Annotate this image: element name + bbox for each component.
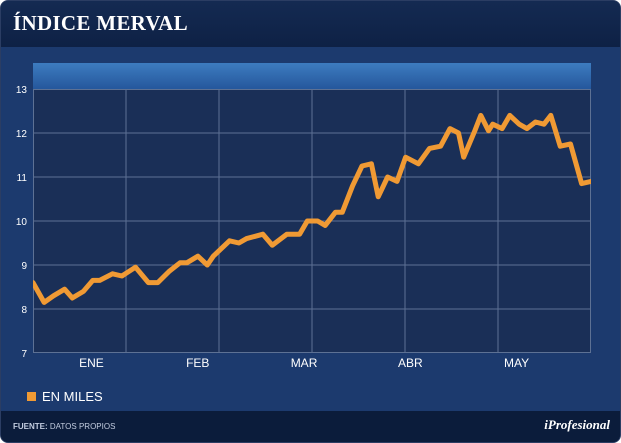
- data-point-17: [206, 263, 209, 267]
- data-point-10: [134, 266, 137, 269]
- legend-label: EN MILES: [42, 389, 103, 404]
- data-point-51: [518, 123, 521, 126]
- data-point-13: [167, 270, 171, 273]
- data-point-14: [178, 261, 182, 264]
- plot-area: [33, 89, 591, 353]
- data-point-8: [111, 272, 114, 275]
- data-point-47: [487, 129, 490, 132]
- data-point-40: [428, 147, 431, 150]
- data-point-35: [377, 195, 380, 198]
- data-point-45: [473, 129, 476, 132]
- chart-header: [1, 1, 620, 47]
- data-point-34: [370, 162, 373, 165]
- source-text: DATOS PROPIOS: [49, 422, 116, 431]
- legend-swatch: [27, 392, 36, 401]
- data-point-56: [559, 145, 562, 148]
- x-tick-label-abr: ABR: [398, 356, 423, 370]
- data-point-44: [462, 156, 465, 159]
- data-point-24: [285, 233, 288, 236]
- data-point-23: [271, 244, 274, 247]
- data-point-46: [479, 114, 482, 117]
- y-tick-label-3: 10: [16, 217, 28, 228]
- data-point-41: [439, 145, 442, 148]
- data-point-32: [351, 184, 354, 187]
- data-point-37: [395, 180, 399, 183]
- data-point-29: [324, 224, 327, 227]
- data-point-50: [508, 114, 512, 117]
- data-point-22: [261, 233, 265, 236]
- data-point-58: [580, 182, 583, 185]
- data-point-16: [196, 255, 200, 258]
- data-point-38: [404, 156, 407, 159]
- data-point-18: [212, 255, 215, 258]
- x-tick-label-may: MAY: [504, 356, 529, 370]
- plot-border: [33, 89, 591, 353]
- y-tick-label-5: 12: [16, 129, 28, 140]
- data-point-20: [237, 241, 241, 245]
- data-point-52: [525, 127, 529, 130]
- data-point-33: [360, 164, 364, 168]
- chart-top-band: [33, 63, 591, 89]
- data-point-27: [306, 219, 309, 223]
- chart-title: ÍNDICE MERVAL: [13, 11, 188, 35]
- x-tick-label-mar: MAR: [291, 356, 318, 370]
- y-tick-label-1: 8: [21, 305, 27, 316]
- series-line: [33, 112, 591, 305]
- data-point-2: [52, 294, 55, 297]
- data-point-21: [245, 237, 248, 240]
- data-point-12: [156, 281, 159, 284]
- data-point-42: [448, 127, 452, 130]
- y-tick-label-4: 11: [17, 173, 28, 184]
- data-point-59: [589, 180, 591, 183]
- data-point-4: [71, 296, 74, 300]
- data-point-53: [534, 120, 537, 124]
- data-point-57: [569, 142, 572, 146]
- data-point-19: [228, 239, 231, 242]
- data-point-0: [33, 281, 35, 284]
- data-point-43: [457, 131, 460, 135]
- legend: EN MILES: [27, 389, 103, 404]
- data-point-25: [291, 233, 294, 236]
- footer: [1, 411, 620, 442]
- data-point-30: [334, 211, 337, 214]
- data-point-54: [542, 123, 546, 126]
- x-tick-label-feb: FEB: [186, 356, 209, 370]
- brand-logo: iProfesional: [544, 417, 610, 432]
- data-point-55: [549, 114, 553, 117]
- data-point-15: [185, 261, 189, 264]
- source-label: FUENTE:: [13, 422, 48, 431]
- source-note: FUENTE: DATOS PROPIOS: [13, 422, 115, 431]
- data-point-5: [82, 290, 85, 293]
- y-tick-label-0: 7: [21, 349, 27, 360]
- y-tick-label-2: 9: [21, 261, 27, 272]
- x-tick-label-ene: ENE: [79, 356, 104, 370]
- data-point-6: [91, 279, 95, 282]
- data-point-7: [98, 279, 101, 282]
- data-point-26: [298, 233, 301, 236]
- data-point-11: [147, 281, 150, 284]
- data-point-39: [417, 162, 420, 165]
- data-point-49: [500, 127, 504, 130]
- data-point-3: [63, 288, 66, 291]
- data-point-36: [386, 175, 389, 179]
- data-point-28: [316, 219, 319, 223]
- data-point-48: [491, 123, 494, 126]
- data-point-31: [341, 211, 344, 214]
- data-point-1: [42, 301, 46, 304]
- data-point-9: [120, 274, 124, 278]
- y-tick-label-6: 13: [16, 85, 28, 96]
